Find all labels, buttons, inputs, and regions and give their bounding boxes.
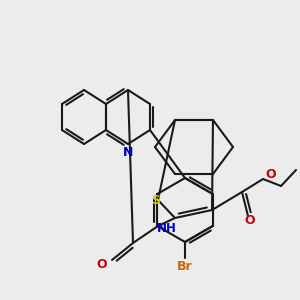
Text: N: N: [123, 146, 133, 158]
Text: S: S: [152, 194, 160, 208]
Text: NH: NH: [157, 221, 177, 235]
Text: O: O: [266, 167, 276, 181]
Text: Br: Br: [177, 260, 193, 272]
Text: O: O: [245, 214, 255, 226]
Text: O: O: [97, 259, 107, 272]
